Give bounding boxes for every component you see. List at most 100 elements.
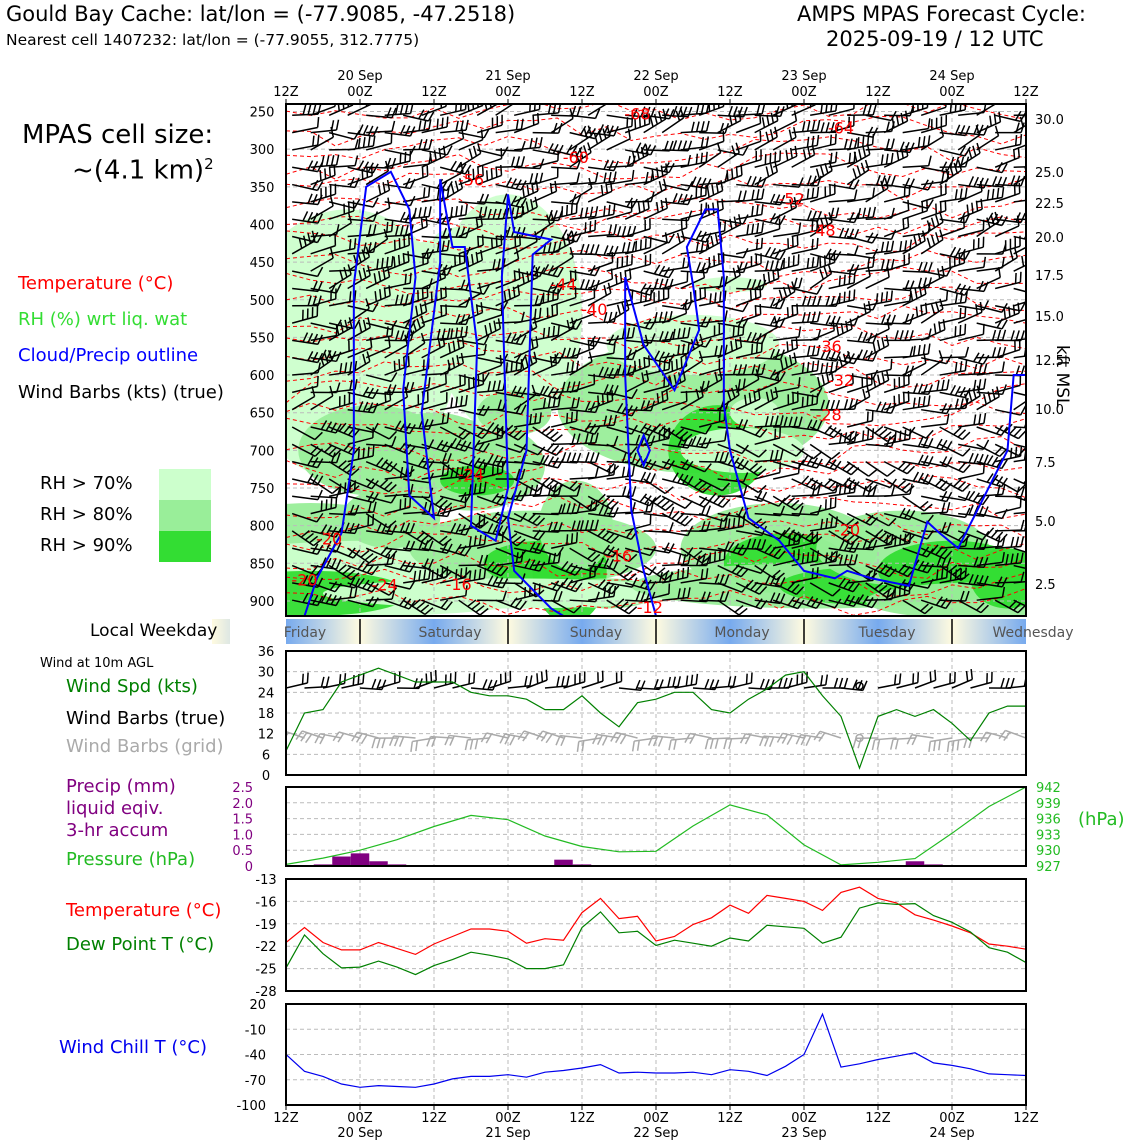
wind-barb bbox=[735, 286, 762, 307]
wind-barb bbox=[365, 389, 392, 411]
time-label-bottom: 00Z bbox=[495, 1111, 521, 1126]
pressure-tick-label: 600 bbox=[250, 369, 275, 384]
cycle-title: AMPS MPAS Forecast Cycle: bbox=[797, 2, 1086, 26]
wind-barb bbox=[643, 522, 674, 533]
wind-barb bbox=[828, 431, 858, 446]
wind-barb bbox=[865, 369, 890, 394]
time-label-bottom: 12Z bbox=[569, 1111, 595, 1126]
legend-cloud: Cloud/Precip outline bbox=[18, 345, 199, 366]
wind-barb bbox=[883, 145, 909, 168]
wind-barb bbox=[717, 324, 745, 342]
wind-barb bbox=[754, 415, 784, 428]
wind-barb bbox=[384, 496, 412, 515]
wind-barb bbox=[662, 256, 691, 272]
wind-barb bbox=[976, 484, 1006, 498]
temperature-label: -24 bbox=[372, 576, 398, 595]
wind-barb bbox=[587, 104, 608, 116]
wind-barb bbox=[865, 229, 897, 241]
wind-barb bbox=[366, 220, 394, 238]
wind-barb bbox=[550, 478, 583, 492]
wind-barb bbox=[661, 230, 686, 255]
wind-barb bbox=[440, 394, 468, 411]
dewpoint-line bbox=[286, 902, 1026, 976]
temperature-label: -56 bbox=[458, 171, 484, 190]
wind-barb bbox=[958, 378, 987, 394]
wind-barb bbox=[698, 492, 731, 508]
wind-barb bbox=[772, 303, 799, 324]
cloud-outline bbox=[303, 170, 565, 616]
wind-barb bbox=[606, 197, 638, 209]
weekday-label: Sunday bbox=[570, 625, 622, 641]
wind-barb bbox=[957, 352, 990, 365]
wind-barb bbox=[569, 287, 596, 307]
temperature-contour bbox=[286, 249, 1026, 278]
grid-wind-barb bbox=[928, 737, 953, 752]
wind-barb bbox=[588, 585, 617, 601]
wind-barb bbox=[884, 105, 915, 117]
wind-barb bbox=[791, 237, 819, 255]
wind-barb bbox=[902, 118, 931, 134]
wind-barb bbox=[662, 210, 693, 222]
time-label-top: 12Z bbox=[569, 85, 595, 100]
height-tick-label: 5.0 bbox=[1035, 515, 1056, 530]
wind-barb bbox=[291, 530, 323, 547]
wind-barb bbox=[939, 397, 969, 411]
wind-barb bbox=[606, 501, 636, 515]
surface-wind-barb bbox=[600, 670, 623, 689]
wind-barb bbox=[883, 216, 910, 238]
wind-barb bbox=[625, 106, 656, 118]
wind-barb bbox=[883, 390, 910, 411]
wind-barb bbox=[606, 547, 638, 563]
wind-barb bbox=[310, 452, 341, 464]
wind-barb bbox=[865, 178, 889, 203]
wind-barbs-grid-label: Wind Barbs (grid) bbox=[66, 736, 224, 757]
wind-barb bbox=[310, 154, 340, 168]
date-label-top: 21 Sep bbox=[485, 69, 530, 84]
wind-barb bbox=[625, 501, 655, 515]
surface-wind-barb bbox=[692, 678, 720, 691]
wind-barb bbox=[754, 218, 781, 238]
wind-barb bbox=[773, 194, 804, 205]
wind-barb bbox=[587, 390, 614, 411]
wind-barb bbox=[994, 147, 1021, 168]
wind-barb bbox=[680, 202, 708, 220]
wind-barb bbox=[550, 287, 577, 307]
grid-wind-barb bbox=[351, 731, 379, 745]
wind-barb bbox=[902, 383, 934, 395]
wind-barb bbox=[939, 507, 971, 519]
wind-barb bbox=[994, 339, 1021, 359]
wind-barb bbox=[994, 302, 1020, 324]
wind-barb bbox=[551, 485, 581, 498]
wind-barb bbox=[828, 577, 860, 593]
wind-barb bbox=[588, 159, 619, 172]
wind-barb bbox=[698, 512, 731, 522]
wind-barb bbox=[884, 330, 914, 342]
wind-barb bbox=[569, 125, 593, 151]
wind-barb bbox=[772, 391, 799, 411]
wind-barb bbox=[994, 235, 1021, 255]
wind-barb bbox=[717, 541, 749, 556]
time-label-top: 00Z bbox=[791, 85, 817, 100]
surface-wind-barb bbox=[415, 670, 437, 689]
wind-barb bbox=[957, 124, 981, 151]
pressure-tick: 942 bbox=[1036, 781, 1061, 796]
wind-barb bbox=[939, 590, 970, 602]
wind-barb bbox=[643, 287, 670, 307]
wind-barb bbox=[791, 311, 821, 324]
wind-barb bbox=[846, 410, 874, 428]
wind-barb bbox=[624, 237, 652, 255]
surface-wind-barb bbox=[674, 673, 699, 689]
wind-barb bbox=[957, 385, 981, 411]
height-tick-label: 25.0 bbox=[1035, 166, 1064, 181]
wind-barb bbox=[939, 460, 971, 474]
wind-barb bbox=[403, 138, 433, 151]
wind-barb bbox=[810, 151, 838, 168]
wind-barb bbox=[347, 501, 377, 515]
time-label-top: 12Z bbox=[421, 85, 447, 100]
wind-barb bbox=[809, 133, 837, 151]
wind-barb bbox=[920, 229, 944, 255]
date-label-bottom: 22 Sep bbox=[633, 1126, 678, 1140]
wind-barb bbox=[328, 200, 355, 220]
wind-barb bbox=[643, 233, 675, 244]
